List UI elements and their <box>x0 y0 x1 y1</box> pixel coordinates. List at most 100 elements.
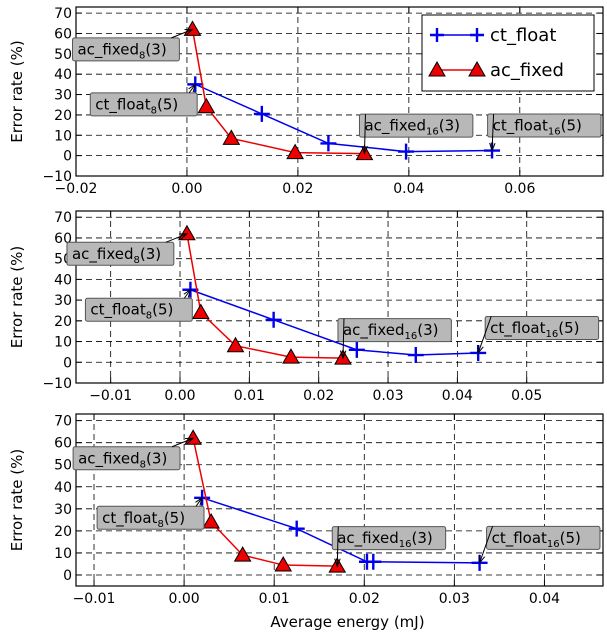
y-tick-label: 60 <box>54 26 72 42</box>
y-tick-label: 0 <box>63 568 72 584</box>
y-tick-label: 40 <box>54 272 72 288</box>
annotation-sub: 16 <box>405 331 418 342</box>
x-tick-label: 0.04 <box>529 591 560 607</box>
annotation: ct_float16(5) <box>477 315 600 355</box>
legend-marker-plus <box>470 28 484 42</box>
y-tick-label: 20 <box>54 524 72 540</box>
annotation-arg: (3) <box>145 40 166 58</box>
x-tick-label: 0.01 <box>234 388 265 404</box>
annotation-label: ct_float16(5) <box>492 529 581 550</box>
y-tick-label: 0 <box>63 355 72 371</box>
annotation: ct_float8(5) <box>96 496 205 530</box>
legend-marker-triangle <box>468 60 486 77</box>
annotation-main: ct_float <box>102 509 157 528</box>
annotation-arrow <box>477 316 492 354</box>
annotation-box <box>84 297 193 322</box>
annotation-sub: 8 <box>151 105 157 116</box>
data-point-ac-fixed[interactable] <box>197 97 216 114</box>
annotation-arrow <box>336 526 339 567</box>
data-point-ct-float[interactable] <box>365 553 382 570</box>
annotation-arg: (3) <box>140 245 161 263</box>
x-axis-label: Average energy (mJ) <box>270 613 424 631</box>
chart-panel-1: −0.02 0.00 0.02 0.04 0.06 −10 0 10 20 30 40 50 60 70 E… <box>8 6 604 197</box>
data-point-ct-float[interactable] <box>398 143 415 160</box>
y-tick-label: 40 <box>54 480 72 496</box>
annotation-arrow <box>479 526 494 564</box>
annotation-box <box>358 113 474 138</box>
y-tick-label: −10 <box>42 169 72 185</box>
data-point-ac-fixed[interactable] <box>226 336 245 353</box>
data-point-ac-fixed[interactable] <box>183 20 202 36</box>
annotation-arg: (5) <box>157 95 178 113</box>
annotation-label: ac_fixed16(3) <box>337 529 433 550</box>
annotation-label: ct_float8(5) <box>95 95 178 116</box>
annotation-arrow <box>171 437 194 448</box>
data-point-ac-fixed[interactable] <box>202 513 220 529</box>
annotation-main: ac_fixed <box>343 321 405 340</box>
annotation-main: ct_float <box>493 117 548 136</box>
x-tick-label: 0.04 <box>393 181 424 197</box>
annotation-box <box>486 525 601 550</box>
data-point-ct-float[interactable] <box>407 347 424 364</box>
y-tick-label: 20 <box>54 108 72 124</box>
annotation-sub: 16 <box>548 127 561 138</box>
annotation-arrow <box>165 233 188 243</box>
y-tick-label: 0 <box>63 149 72 165</box>
annotation-sub: 8 <box>157 519 163 530</box>
x-tick-label: 0.00 <box>164 388 195 404</box>
data-point-ac-fixed[interactable] <box>286 143 304 160</box>
x-tick-label: 0.06 <box>504 181 535 197</box>
annotation-label: ac_fixed8(3) <box>77 40 166 61</box>
annotation: ct_float16(5) <box>479 525 601 565</box>
annotation-main: ct_float <box>492 529 547 548</box>
series-group <box>178 224 487 365</box>
series-line-ac-fixed <box>186 233 343 359</box>
x-tick-label: −0.01 <box>73 591 116 607</box>
annotation-arrowhead <box>334 558 341 568</box>
y-tick-label: 10 <box>54 546 72 562</box>
x-tick-label: 0.01 <box>259 591 290 607</box>
annotation-label: ct_float16(5) <box>493 117 582 138</box>
data-point-ac-fixed[interactable] <box>184 429 202 445</box>
annotation-arrow <box>491 114 495 151</box>
annotation-box <box>89 92 198 117</box>
annotation-sub: 16 <box>546 329 559 340</box>
chart-panel-3: −0.01 0.00 0.01 0.02 0.03 0.04 0 10 20 30 40 50 60 70… <box>8 413 604 631</box>
data-point-ac-fixed[interactable] <box>233 546 252 562</box>
annotation-box <box>337 318 452 343</box>
data-point-ac-fixed[interactable] <box>178 224 196 241</box>
annotation-arrowhead <box>178 233 189 240</box>
data-point-ct-float[interactable] <box>253 105 270 122</box>
annotation-box <box>96 505 205 530</box>
data-point-ct-float[interactable] <box>348 341 365 358</box>
annotation-sub: 8 <box>139 50 145 61</box>
data-point-ac-fixed[interactable] <box>274 556 293 572</box>
x-tick-label: 0.00 <box>169 591 200 607</box>
annotation-main: ct_float <box>95 95 150 114</box>
data-point-ac-fixed[interactable] <box>282 348 300 364</box>
y-tick-label: 70 <box>54 210 72 226</box>
annotation-arg: (3) <box>417 321 438 339</box>
data-point-ac-fixed[interactable] <box>191 303 210 320</box>
data-point-ct-float[interactable] <box>320 135 337 152</box>
legend-label-ac-fixed: ac_fixed <box>490 60 564 81</box>
y-tick-label: 70 <box>54 6 72 22</box>
data-point-ct-float[interactable] <box>265 311 282 328</box>
y-axis-label: Error rate (%) <box>8 449 26 552</box>
annotation-arrowhead <box>184 28 194 36</box>
x-tick-label: −0.01 <box>89 388 132 404</box>
annotation-main: ac_fixed <box>72 245 134 264</box>
annotation-label: ct_float8(5) <box>90 301 173 322</box>
annotation-arrowhead <box>185 437 195 444</box>
chart-panel-2: −0.01 0.00 0.01 0.02 0.03 0.04 0.05 −10 0 10 20 30 4… <box>8 210 604 404</box>
legend-marker-plus <box>430 28 444 42</box>
annotation-sub: 16 <box>547 539 560 550</box>
x-tick-label: 0.00 <box>171 181 202 197</box>
annotation-arg: (5) <box>152 301 173 319</box>
data-point-ct-float[interactable] <box>288 520 305 537</box>
x-tick-label: −0.02 <box>55 181 98 197</box>
annotation-arrowhead <box>361 145 368 156</box>
data-point-ac-fixed[interactable] <box>222 129 241 145</box>
annotation-sub: 16 <box>399 539 412 550</box>
annotation-label: ac_fixed16(3) <box>364 117 460 138</box>
